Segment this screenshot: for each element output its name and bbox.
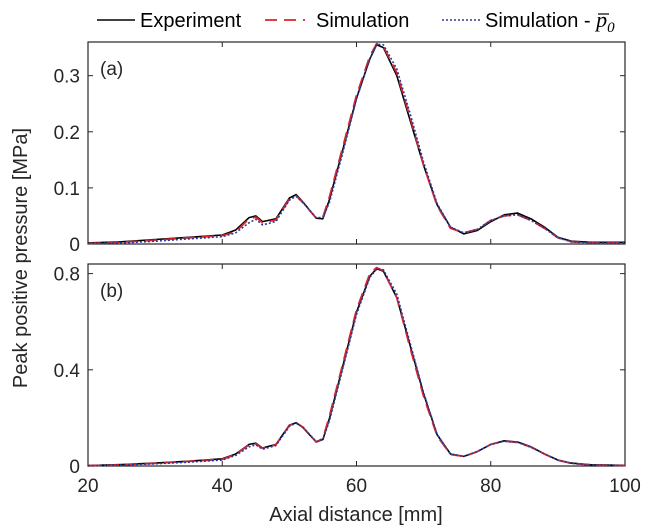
x-tick-label: 40 [212,476,233,497]
y-tick-label: 0.3 [54,67,80,88]
x-tick-label: 80 [480,476,501,497]
panel-b-frame [87,263,626,467]
panel-b-label: (b) [100,281,123,302]
panel-a: 0 0.1 0.2 0.3 (a) [54,41,626,256]
legend-experiment-label: Experiment [140,10,242,32]
legend-simulation-p0-symbol: p [594,7,607,32]
panel-b-series [87,266,626,467]
panel-b: 0 0.4 0.8 (b) [54,263,626,478]
panel-a-series [87,42,625,245]
x-tick-labels: 20 40 60 80 100 [77,476,640,497]
panel-a-simulation-p0-line [87,43,625,245]
legend: Experiment Simulation Simulation - p0 [97,7,615,36]
legend-simulation-p0-subscript: 0 [607,20,615,36]
panel-a-frame [87,41,626,245]
y-tick-label: 0.4 [54,361,81,382]
panel-b-experiment-line [87,267,626,467]
x-tick-label: 100 [609,476,641,497]
legend-simulation-p0-prefix: Simulation - [485,10,596,32]
x-tick-label: 60 [346,476,367,497]
panel-a-experiment-line [87,43,625,244]
panel-a-label: (a) [100,59,123,80]
y-axis-label: Peak positive pressure [MPa] [10,128,32,388]
x-tick-label: 20 [77,476,98,497]
y-tick-label: 0.8 [54,265,80,286]
legend-simulation-label: Simulation [316,10,409,32]
panel-b-simulation-p0-line [87,268,626,467]
panel-b-y-ticks: 0 0.4 0.8 [54,265,625,478]
panel-a-y-ticks: 0 0.1 0.2 0.3 [54,67,625,256]
x-axis-label: Axial distance [mm] [269,504,442,526]
y-tick-label: 0 [69,235,80,256]
panel-b-simulation-line [87,266,626,467]
y-tick-label: 0 [69,457,80,478]
legend-simulation-p0-label: Simulation - p0 [485,7,615,36]
y-tick-label: 0.1 [54,179,80,200]
panel-a-simulation-line [87,42,625,245]
y-tick-label: 0.2 [54,123,80,144]
